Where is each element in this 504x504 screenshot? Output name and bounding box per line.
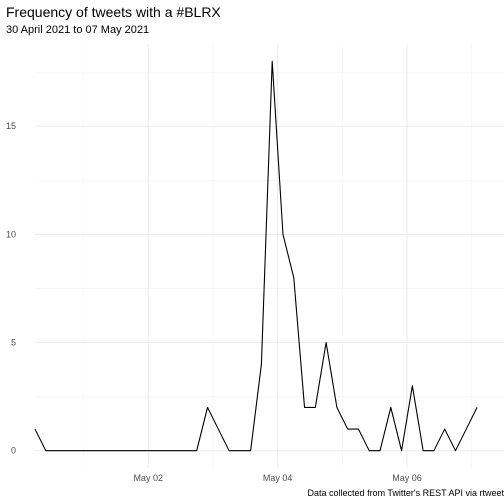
x-tick-label: May 06 [392,473,422,483]
chart-caption: Data collected from Twitter's REST API v… [307,488,504,498]
y-tick-label: 15 [6,121,16,131]
y-tick-label: 10 [6,229,16,239]
x-tick-label: May 04 [263,473,293,483]
chart-title: Frequency of tweets with a #BLRX [6,4,221,20]
y-tick-label: 5 [11,338,16,348]
series-line [34,60,478,452]
y-axis-ticks: 0 5 10 15 [6,121,16,455]
gridlines [35,44,504,468]
chart-subtitle: 30 April 2021 to 07 May 2021 [6,24,150,36]
y-tick-label: 0 [11,446,16,456]
x-tick-label: May 02 [133,473,163,483]
series-group [34,60,478,452]
